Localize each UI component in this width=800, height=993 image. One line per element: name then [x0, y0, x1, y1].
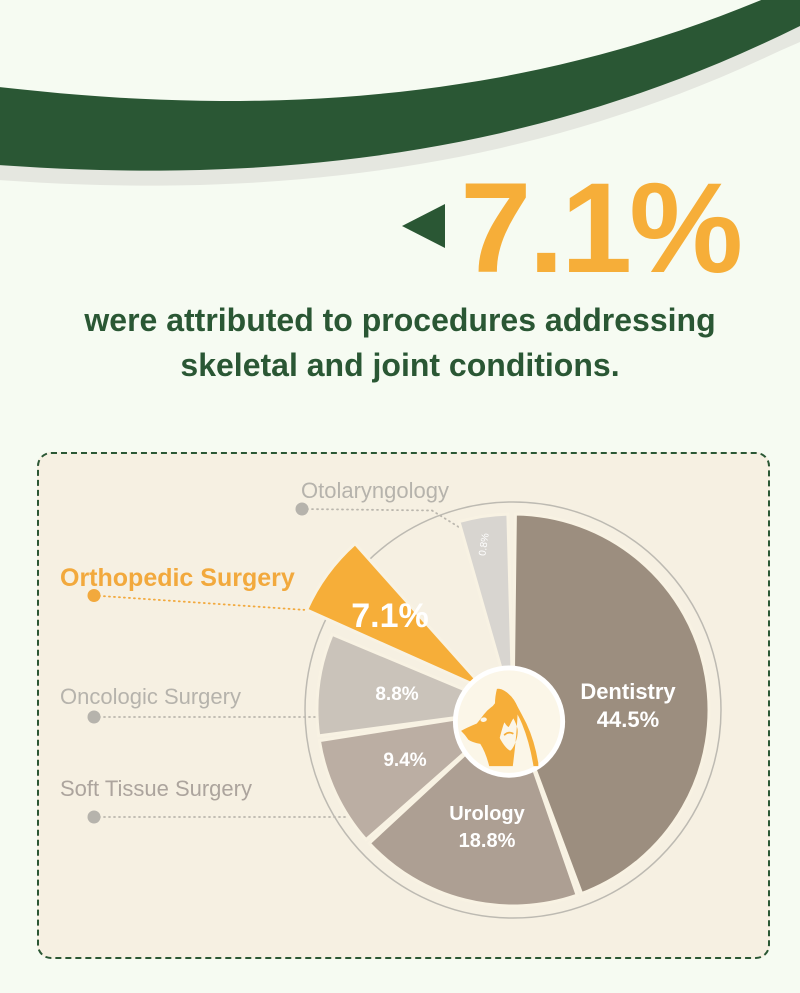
- svg-text:44.5%: 44.5%: [597, 707, 659, 732]
- svg-text:18.8%: 18.8%: [459, 830, 516, 852]
- svg-text:Soft Tissue Surgery: Soft Tissue Surgery: [60, 776, 252, 801]
- svg-text:7.1%: 7.1%: [351, 597, 429, 635]
- svg-text:Dentistry: Dentistry: [580, 679, 676, 704]
- svg-text:9.4%: 9.4%: [383, 750, 426, 771]
- svg-text:Oncologic Surgery: Oncologic Surgery: [60, 684, 241, 709]
- svg-text:8.8%: 8.8%: [375, 684, 418, 705]
- svg-text:Orthopedic Surgery: Orthopedic Surgery: [60, 564, 295, 592]
- svg-text:Urology: Urology: [449, 803, 525, 825]
- svg-text:Otolaryngology: Otolaryngology: [301, 478, 449, 503]
